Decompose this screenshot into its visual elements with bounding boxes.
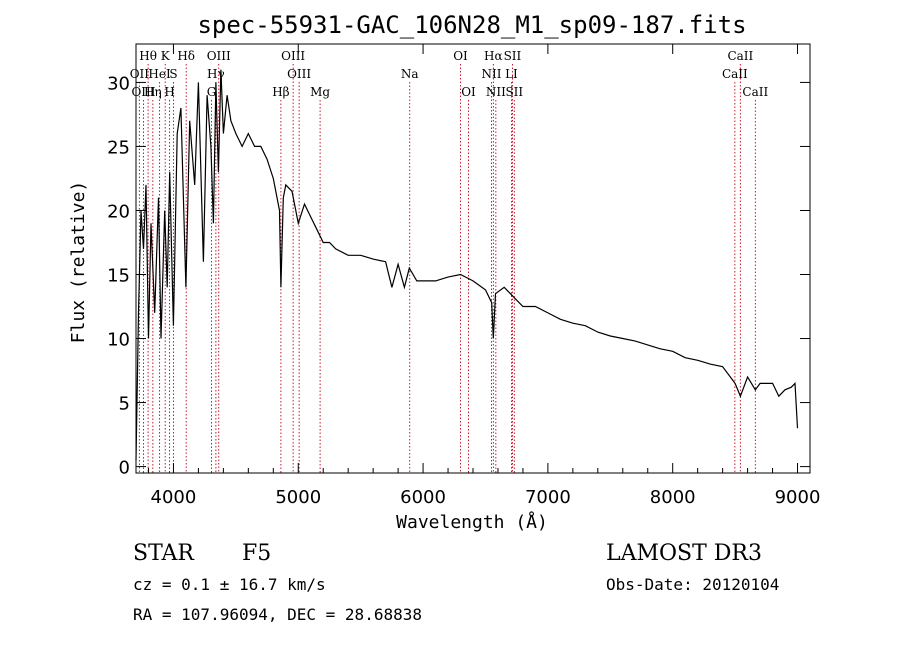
spectral-line-label: Mg — [310, 85, 330, 99]
spectral-line-label: CaII — [727, 49, 753, 63]
spectral-line-label: Hβ — [272, 85, 289, 99]
y-tick-label: 0 — [119, 458, 130, 479]
redshift-text: cz = 0.1 ± 16.7 km/s — [133, 575, 326, 594]
x-tick-label: 9000 — [775, 487, 821, 508]
spectral-line-label: H — [164, 85, 174, 99]
y-tick-label: 25 — [107, 137, 130, 158]
spectral-line-label: Hθ — [139, 49, 157, 63]
spectral-line-label: G — [207, 85, 217, 99]
y-tick-label: 10 — [107, 330, 130, 351]
ra-dec: RA = 107.96094, DEC = 28.68838 — [133, 605, 422, 624]
x-tick-label: 6000 — [400, 487, 446, 508]
spectral-line-label: Na — [401, 67, 419, 81]
y-tick-label: 30 — [107, 73, 130, 94]
y-tick-label: 20 — [107, 201, 130, 222]
y-tick-label: 15 — [107, 266, 130, 287]
spectral-line-label: OI — [461, 85, 476, 99]
spectral-line-label: NII — [481, 67, 501, 81]
spectral-line-label: CaII — [722, 67, 748, 81]
y-axis-label: Flux (relative) — [68, 181, 89, 344]
spectral-line-label: NII — [486, 85, 506, 99]
spectral-line-label: OIII — [281, 49, 305, 63]
x-tick-label: 4000 — [151, 487, 197, 508]
spectral-line-label: K — [161, 49, 171, 63]
x-tick-label: 5000 — [275, 487, 321, 508]
spectral-line-label: LI — [505, 67, 518, 81]
axis-ticks: 4000 5000 6000 7000 8000 9000 0 5 10 15 20 25 30 — [107, 44, 820, 508]
chart-title: spec-55931-GAC_106N28_M1_sp09-187.fits — [197, 11, 746, 39]
spectral-line-label: Hγ — [207, 67, 225, 81]
spectral-line-label: OI — [453, 49, 468, 63]
spectral-line-label: OIII — [287, 67, 311, 81]
spectral-line-label: SII — [504, 49, 522, 63]
spectral-line-label: OIII — [207, 49, 231, 63]
spectral-lines-layer — [138, 64, 756, 473]
x-tick-label: 8000 — [650, 487, 696, 508]
object-subclass: F5 — [242, 541, 271, 566]
spectral-line-label: Hδ — [177, 49, 195, 63]
spectral-line-label: S — [169, 67, 177, 81]
flux-series-line — [135, 69, 799, 461]
y-tick-label: 5 — [119, 394, 130, 415]
spectral-line-label: CaII — [742, 85, 768, 99]
spectral-line-label: SII — [505, 85, 523, 99]
obs-date: Obs-Date: 20120104 — [606, 575, 779, 594]
spectral-line-label: OII — [130, 67, 150, 81]
plot-frame — [135, 43, 811, 474]
x-axis-label: Wavelength (Å) — [396, 511, 548, 533]
survey-name: LAMOST DR3 — [606, 541, 762, 566]
spectral-line-label: HeI — [148, 67, 171, 81]
spectral-line-label: Hα — [484, 49, 503, 63]
object-class: STAR — [133, 541, 195, 566]
spectral-line-label: Hη — [144, 85, 162, 99]
spectral-line-label: OIII — [131, 85, 155, 99]
x-tick-label: 7000 — [525, 487, 571, 508]
